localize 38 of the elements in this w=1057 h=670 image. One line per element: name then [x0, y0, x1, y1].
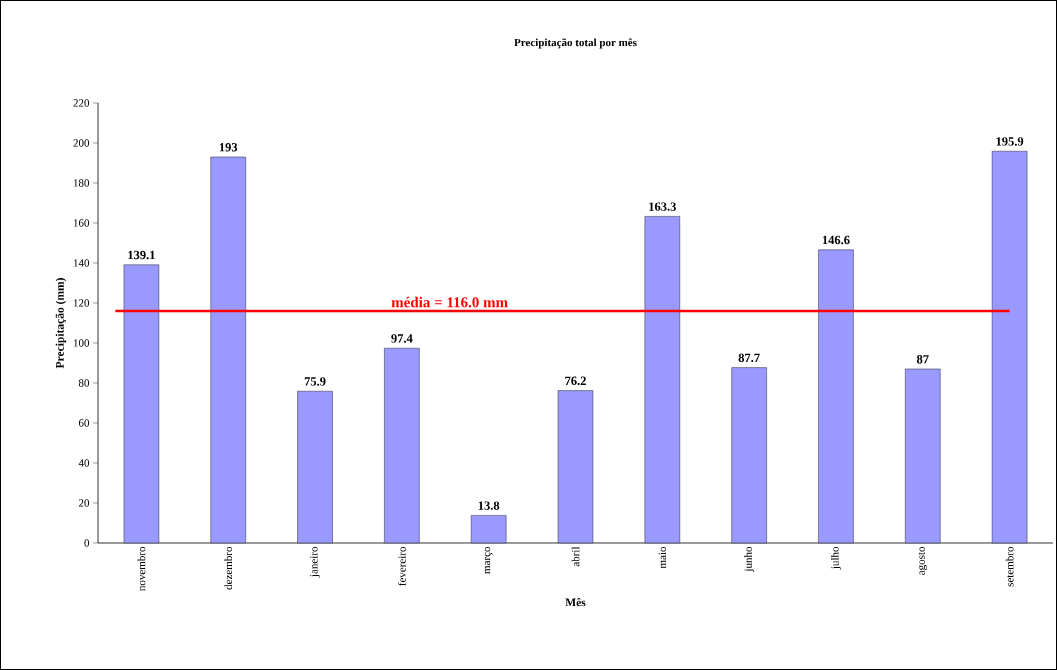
data-label: 76.2: [565, 376, 586, 386]
x-tick-label: fevereiro: [397, 546, 406, 586]
x-tick-label: setembro: [1005, 546, 1014, 587]
y-tick-label: 120: [73, 299, 90, 307]
data-label: 87.7: [738, 353, 760, 363]
data-label: 193: [219, 143, 238, 152]
data-label: 87: [916, 355, 929, 364]
data-label: 139.1: [128, 250, 155, 260]
y-tick-label: 180: [73, 179, 90, 187]
data-label: 195.9: [996, 137, 1024, 146]
data-label: 163.3: [649, 202, 676, 211]
y-tick-label: 220: [73, 99, 90, 107]
y-tick-label: 140: [73, 259, 90, 267]
x-tick-label: julho: [830, 546, 841, 570]
x-tick-label: janeiro: [310, 546, 320, 578]
x-axis-title: Mês: [565, 598, 586, 607]
data-label: 13.8: [478, 501, 500, 510]
y-tick-label: 200: [73, 139, 90, 147]
x-tick-label: junho: [744, 546, 755, 572]
x-tick-label: novembro: [137, 546, 146, 591]
x-tick-label: abril: [571, 546, 580, 567]
data-label: 97.4: [391, 334, 413, 343]
data-label: 75.9: [304, 377, 326, 386]
y-axis-title: Precipitação (mm): [55, 278, 67, 369]
y-tick-label: 80: [78, 379, 90, 387]
y-tick-label: 60: [78, 419, 90, 427]
chart-title: Precipitação total por mês: [514, 38, 637, 49]
y-tick-label: 40: [78, 459, 90, 467]
y-tick-label: 20: [78, 499, 90, 507]
x-tick-label: março: [484, 546, 493, 574]
x-tick-label: maio: [658, 546, 667, 569]
y-tick-label: 100: [73, 339, 90, 347]
data-label: 146.6: [822, 235, 850, 245]
y-tick-label: 160: [73, 219, 90, 227]
x-tick-label: dezembro: [224, 546, 233, 590]
y-tick-label: 0: [84, 539, 90, 547]
ref-line-label: média = 116.0 mm: [391, 296, 508, 308]
x-tick-label: agosto: [918, 546, 928, 575]
